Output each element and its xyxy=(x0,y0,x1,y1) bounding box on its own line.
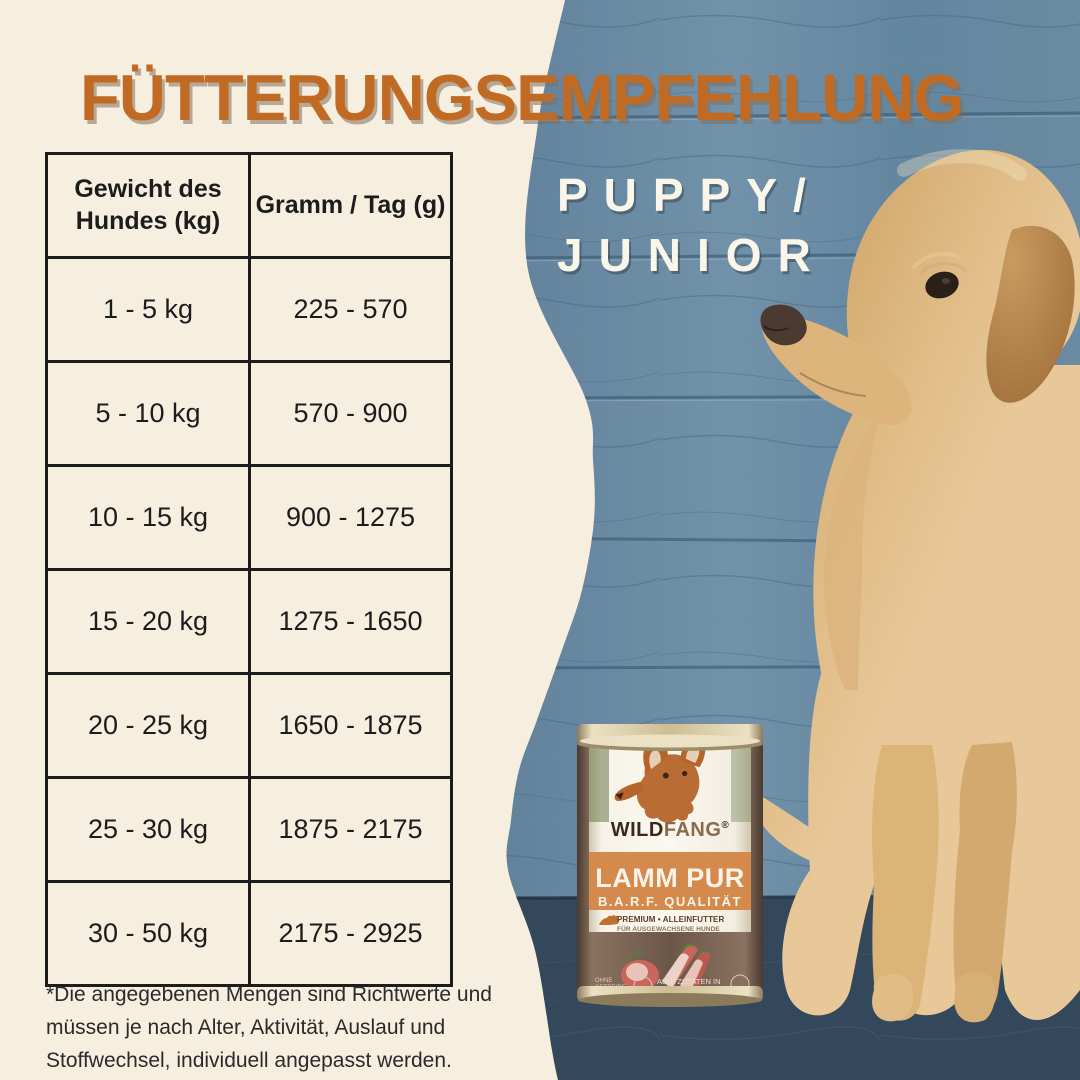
svg-text:LAMM PUR: LAMM PUR xyxy=(595,863,744,893)
svg-text:PREMIUM • ALLEINFUTTER: PREMIUM • ALLEINFUTTER xyxy=(617,915,724,924)
svg-text:WILDFANG®: WILDFANG® xyxy=(611,819,730,841)
svg-text:OHNE: OHNE xyxy=(595,978,612,984)
svg-text:FÜR AUSGEWACHSENE HUNDE: FÜR AUSGEWACHSENE HUNDE xyxy=(617,924,720,933)
svg-text:B.A.R.F. QUALITÄT: B.A.R.F. QUALITÄT xyxy=(598,894,742,909)
